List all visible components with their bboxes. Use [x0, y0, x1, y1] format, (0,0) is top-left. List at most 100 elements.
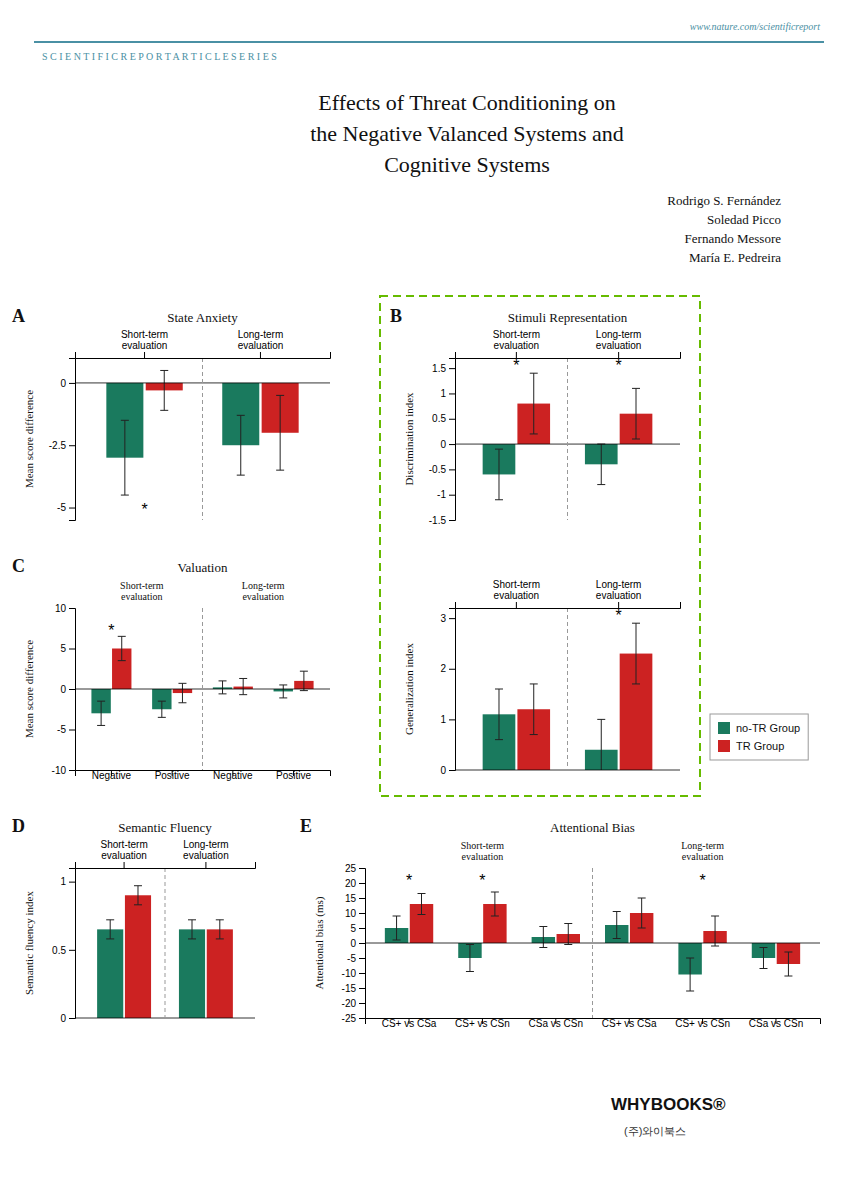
error-bar: [97, 701, 105, 725]
y-tick: 0: [350, 938, 365, 949]
error-bar: [160, 370, 168, 410]
y-tick: -15: [342, 983, 365, 994]
author: Fernando Messore: [685, 231, 782, 246]
error-bar: [632, 623, 640, 684]
tick-label: Short-termevaluation: [121, 329, 168, 351]
error-bar: [466, 945, 474, 972]
x-tick: CS+ vs CSa: [602, 1018, 657, 1029]
y-tick: 1: [440, 714, 455, 725]
error-bar: [495, 449, 503, 500]
error-bar: [711, 916, 719, 946]
group-label: Long-termevaluation: [242, 580, 285, 602]
x-tick: CSa vs CSn: [529, 1018, 583, 1029]
tick-label: Short-termevaluation: [493, 329, 540, 351]
tick-label: Positive: [155, 770, 190, 781]
tick-label: 0.5: [52, 945, 66, 956]
chart-title: State Anxiety: [167, 310, 238, 325]
text-line: Short-term: [461, 840, 505, 851]
x-axis: Short-termevaluationLong-termevaluation: [456, 329, 681, 359]
tick-label: -10: [342, 968, 357, 979]
y-axis-title: Discrimination index: [403, 392, 415, 486]
significance-mark: *: [141, 501, 147, 518]
panel-label: D: [12, 816, 25, 836]
y-tick: -20: [342, 998, 365, 1009]
error-bar: [106, 920, 114, 939]
x-tick: CS+ vs CSa: [382, 1018, 437, 1029]
group-separator: [202, 358, 203, 520]
y-axis-title: Generalization index: [403, 643, 415, 735]
text-line: Short-term: [493, 579, 540, 590]
axis-line: [359, 869, 366, 1019]
legend-entry: TR Group: [736, 740, 784, 752]
tick-label: -15: [342, 983, 357, 994]
y-axis-title: Mean score difference: [23, 390, 35, 488]
error-bar: [491, 892, 499, 916]
y-tick: -2.5: [49, 440, 75, 451]
legend: no-TR Group TR Group: [710, 714, 808, 760]
panel: 0-2.5-5Short-termevaluationLong-termeval…: [23, 310, 331, 521]
chart-title: Semantic Fluency: [118, 820, 212, 835]
tick-label: 1.5: [432, 363, 446, 374]
tick-label: 0: [60, 1013, 66, 1024]
y-tick: 15: [345, 893, 365, 904]
error-bar: [530, 684, 538, 735]
tick-mark: [144, 352, 145, 358]
tick-label: 2: [440, 663, 446, 674]
zero-line: [365, 943, 820, 944]
tick-label: 3: [440, 613, 446, 624]
tick-mark: [359, 973, 365, 974]
x-tick: Long-termevaluation: [238, 329, 284, 358]
error-bar: [300, 671, 308, 690]
y-tick: -5: [57, 724, 75, 735]
significance-mark: *: [699, 872, 705, 889]
x-tick: CS+ vs CSn: [455, 1018, 510, 1029]
legend-entry: no-TR Group: [736, 722, 800, 734]
text-line: CSa vs CSn: [529, 1018, 583, 1029]
x-tick: Short-termevaluation: [493, 329, 540, 358]
tick-label: Long-termevaluation: [238, 329, 284, 351]
text-line: evaluation: [682, 851, 724, 862]
y-tick: 0: [440, 765, 455, 776]
x-tick: Negative: [92, 770, 132, 781]
y-tick: -0.5: [429, 464, 455, 475]
x-tick: CSa vs CSn: [749, 1018, 803, 1029]
header-url: www.nature.com/scientificreport: [690, 21, 820, 32]
x-tick: Negative: [213, 770, 253, 781]
y-tick: 1: [440, 388, 455, 399]
error-bar: [613, 912, 621, 939]
y-tick: -10: [342, 968, 365, 979]
tick-label: 0: [60, 378, 66, 389]
panel: 00.51Short-termevaluationLong-termevalua…: [23, 820, 256, 1024]
y-tick: -1: [437, 489, 455, 500]
y-tick: -10: [52, 765, 75, 776]
panel: -10-50510NegativePositiveNegativePositiv…: [23, 560, 331, 781]
tick-label: 10: [345, 908, 357, 919]
tick-mark: [449, 618, 455, 619]
tick-mark: [449, 495, 455, 496]
tick-mark: [260, 352, 261, 358]
tick-label: CSa vs CSn: [529, 1018, 583, 1029]
tick-mark: [359, 943, 365, 944]
axis-line: [76, 862, 256, 869]
tick-label: 1: [440, 714, 446, 725]
text-line: Short-term: [120, 580, 164, 591]
error-bar: [632, 388, 640, 439]
tick-mark: [69, 770, 75, 771]
tick-mark: [69, 730, 75, 731]
x-tick: Short-termevaluation: [121, 329, 168, 358]
tick-label: 0.5: [432, 413, 446, 424]
group-separator: [202, 608, 203, 770]
bar: [179, 929, 205, 1018]
panel-label: C: [12, 556, 25, 576]
tick-label: -2.5: [49, 440, 67, 451]
x-axis: Short-termevaluationLong-termevaluation: [456, 579, 681, 609]
error-bar: [393, 916, 401, 940]
y-tick: 0: [440, 439, 455, 450]
text-line: CS+ vs CSa: [602, 1018, 657, 1029]
tick-label: 10: [55, 603, 67, 614]
tick-label: 5: [60, 643, 66, 654]
tick-label: Positive: [276, 770, 311, 781]
author: Soledad Picco: [707, 212, 781, 227]
tick-label: -1: [437, 489, 446, 500]
y-axis: -1.5-1-0.500.511.5: [429, 359, 456, 526]
